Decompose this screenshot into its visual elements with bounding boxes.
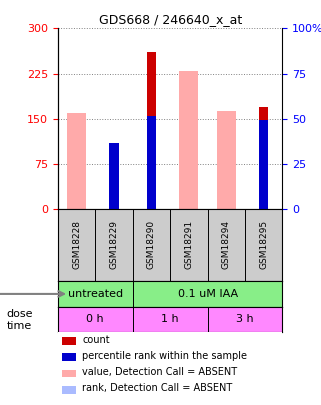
Bar	[62, 337, 76, 345]
Bar	[62, 370, 76, 377]
Text: value, Detection Call = ABSENT: value, Detection Call = ABSENT	[82, 367, 238, 377]
Text: 3 h: 3 h	[236, 314, 254, 324]
Bar	[67, 201, 86, 209]
Bar	[217, 201, 236, 209]
Bar	[259, 107, 268, 209]
Bar	[147, 52, 156, 209]
Bar	[62, 353, 76, 361]
Text: 0.1 uM IAA: 0.1 uM IAA	[178, 289, 238, 299]
Text: GSM18290: GSM18290	[147, 220, 156, 269]
Text: GSM18291: GSM18291	[184, 220, 193, 269]
Bar	[217, 111, 236, 209]
Text: count: count	[82, 335, 110, 345]
Text: untreated: untreated	[68, 289, 123, 299]
FancyBboxPatch shape	[58, 307, 133, 332]
FancyBboxPatch shape	[58, 281, 133, 307]
Text: 0 h: 0 h	[86, 314, 104, 324]
Text: GSM18229: GSM18229	[109, 220, 118, 269]
Text: time: time	[6, 321, 32, 331]
Text: 1 h: 1 h	[161, 314, 179, 324]
Text: dose: dose	[6, 309, 33, 319]
FancyBboxPatch shape	[133, 307, 208, 332]
FancyBboxPatch shape	[208, 307, 282, 332]
Bar	[179, 70, 198, 209]
Text: GSM18295: GSM18295	[259, 220, 268, 269]
Bar	[62, 386, 76, 394]
Text: GSM18228: GSM18228	[72, 220, 81, 269]
Bar	[67, 113, 86, 209]
Title: GDS668 / 246640_x_at: GDS668 / 246640_x_at	[99, 13, 242, 26]
Bar	[109, 143, 119, 209]
Text: percentile rank within the sample: percentile rank within the sample	[82, 351, 247, 361]
Text: GSM18294: GSM18294	[222, 220, 231, 269]
Bar	[147, 116, 156, 209]
FancyBboxPatch shape	[133, 281, 282, 307]
Bar	[259, 120, 268, 209]
Bar	[179, 201, 198, 209]
Bar	[109, 155, 119, 209]
Text: rank, Detection Call = ABSENT: rank, Detection Call = ABSENT	[82, 384, 233, 393]
